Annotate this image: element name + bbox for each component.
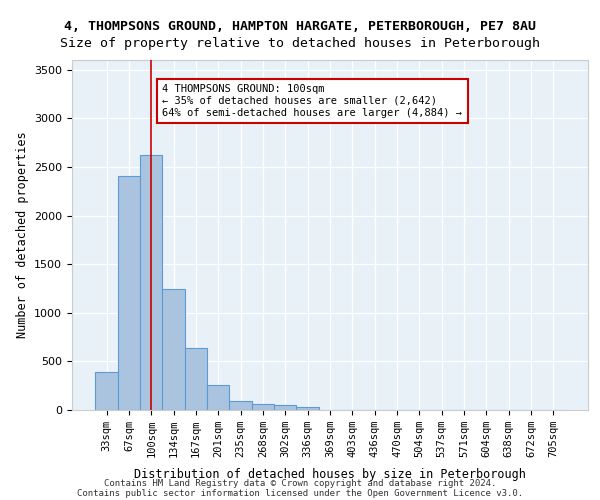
Bar	[185, 348, 207, 410]
Bar	[140, 156, 163, 410]
Y-axis label: Number of detached properties: Number of detached properties	[16, 132, 29, 338]
Text: Size of property relative to detached houses in Peterborough: Size of property relative to detached ho…	[60, 38, 540, 51]
X-axis label: Distribution of detached houses by size in Peterborough: Distribution of detached houses by size …	[134, 468, 526, 481]
Text: 4, THOMPSONS GROUND, HAMPTON HARGATE, PETERBOROUGH, PE7 8AU: 4, THOMPSONS GROUND, HAMPTON HARGATE, PE…	[64, 20, 536, 33]
Bar	[274, 404, 296, 410]
Bar	[296, 406, 319, 410]
Text: Contains HM Land Registry data © Crown copyright and database right 2024.: Contains HM Land Registry data © Crown c…	[104, 478, 496, 488]
Bar	[118, 176, 140, 410]
Bar	[229, 401, 252, 410]
Text: 4 THOMPSONS GROUND: 100sqm
← 35% of detached houses are smaller (2,642)
64% of s: 4 THOMPSONS GROUND: 100sqm ← 35% of deta…	[163, 84, 463, 117]
Bar	[252, 404, 274, 410]
Text: Contains public sector information licensed under the Open Government Licence v3: Contains public sector information licen…	[77, 488, 523, 498]
Bar	[163, 290, 185, 410]
Bar	[95, 372, 118, 410]
Bar	[207, 385, 229, 410]
